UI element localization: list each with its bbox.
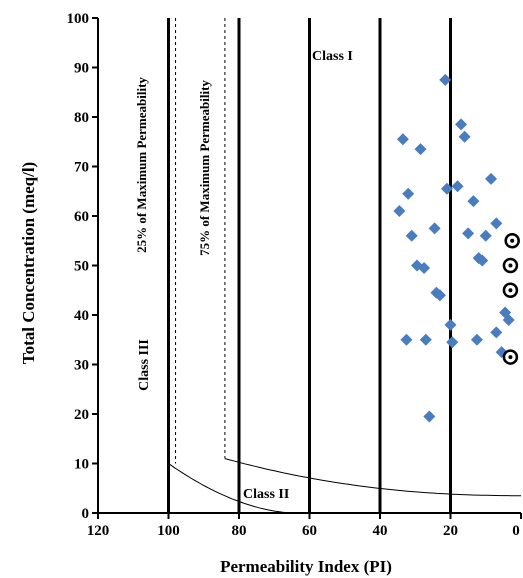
data-point — [476, 254, 489, 267]
data-point-dot — [510, 238, 515, 243]
x-tick-label: 20 — [443, 523, 458, 539]
y-tick-label: 0 — [82, 506, 90, 522]
data-point — [446, 336, 459, 349]
label-25-percent-permeability: 25% of Maximum Permeability — [134, 77, 149, 253]
region-label-class-i: Class I — [312, 49, 353, 64]
y-tick-label: 20 — [74, 407, 89, 423]
data-point — [467, 195, 480, 208]
y-tick-label: 30 — [74, 358, 89, 374]
data-point — [470, 333, 483, 346]
data-point — [414, 143, 427, 156]
plot-area — [98, 18, 521, 513]
data-point — [393, 205, 406, 218]
data-point — [428, 222, 441, 235]
label-75-percent-permeability: 75% of Maximum Permeability — [197, 80, 212, 256]
data-point — [451, 180, 464, 193]
data-point — [439, 73, 452, 86]
x-tick-label: 0 — [512, 523, 520, 539]
region-label-class-ii: Class II — [243, 487, 289, 502]
data-point — [405, 229, 418, 242]
y-tick-label: 80 — [74, 110, 89, 126]
data-point — [440, 182, 453, 195]
curve-75-percent — [224, 458, 521, 497]
y-tick-label: 90 — [74, 61, 89, 77]
data-points — [393, 73, 520, 423]
x-tick-label: 40 — [373, 523, 388, 539]
x-tick-label: 60 — [302, 523, 317, 539]
data-point — [490, 326, 503, 339]
y-tick-label: 50 — [74, 259, 89, 275]
data-point — [490, 217, 503, 230]
data-point — [502, 349, 519, 365]
data-point — [502, 257, 519, 274]
data-point — [400, 333, 413, 346]
data-point — [455, 118, 468, 131]
data-point — [444, 318, 457, 331]
data-point — [396, 133, 409, 146]
axes: 0 10 20 30 40 50 60 70 80 90 100 120 100 80 60 40 20 0 — [67, 11, 522, 539]
y-axis-title: Total Concentration (meq/l) — [19, 162, 38, 364]
permeability-curves — [168, 18, 521, 514]
region-label-class-iii: Class III — [137, 339, 152, 391]
x-tick-label: 100 — [157, 523, 180, 539]
data-point — [504, 233, 520, 249]
data-point — [402, 187, 415, 200]
data-point — [485, 172, 498, 185]
y-tick-label: 60 — [74, 209, 89, 225]
y-tick-label: 10 — [74, 457, 89, 473]
data-point — [419, 333, 432, 346]
y-tick-label: 70 — [74, 160, 89, 176]
data-point-dot — [508, 263, 513, 268]
data-point — [458, 130, 471, 143]
data-point-dot — [508, 288, 513, 293]
y-tick-label: 100 — [67, 11, 90, 27]
x-tick-label: 120 — [87, 523, 110, 539]
data-point — [479, 229, 492, 242]
data-point — [462, 227, 475, 240]
data-point — [502, 313, 515, 326]
data-point-dot — [508, 355, 513, 360]
curve-25-percent — [168, 18, 296, 514]
data-point — [433, 289, 446, 302]
y-tick-label: 40 — [74, 308, 89, 324]
data-point — [502, 282, 519, 298]
data-point — [423, 410, 436, 423]
x-axis-title: Permeability Index (PI) — [220, 557, 392, 576]
x-tick-label: 80 — [232, 523, 247, 539]
data-point — [418, 261, 431, 274]
